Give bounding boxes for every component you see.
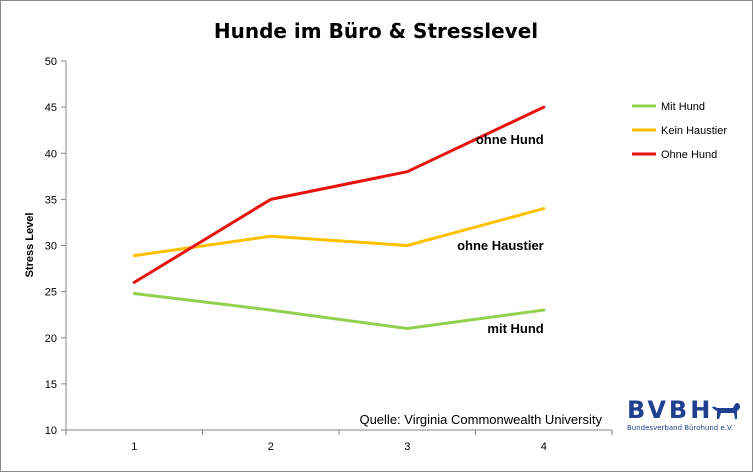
logo-wordmark: BVBH	[627, 396, 714, 424]
y-axis-label: Stress Level	[24, 213, 36, 278]
logo-subtitle: Bundesverband Bürohund e.V.	[627, 424, 734, 432]
source-note: Quelle: Virginia Commonwealth University	[359, 412, 602, 427]
y-tick-label: 10	[45, 425, 57, 437]
x-tick-label: 3	[404, 441, 410, 453]
legend-entry: Kein Haustier	[661, 125, 727, 137]
annotation-label: ohne Hund	[476, 132, 544, 147]
y-tick-label: 35	[45, 194, 57, 206]
x-tick-label: 4	[541, 441, 547, 453]
series-line-mit-hund	[132, 291, 546, 331]
series-line-ohne-hund	[132, 105, 546, 284]
y-tick-label: 15	[45, 379, 57, 391]
dog-icon	[712, 403, 740, 419]
y-tick-label: 50	[45, 56, 57, 68]
series-line-kein-haustier	[132, 207, 546, 258]
y-tick-label: 40	[45, 148, 57, 160]
legend-entry: Ohne Hund	[661, 149, 717, 161]
annotation-label: ohne Haustier	[457, 238, 544, 253]
y-tick-label: 30	[45, 241, 57, 253]
legend-entry: Mit Hund	[661, 101, 705, 113]
chart-title: Hunde im Büro & Stresslevel	[214, 19, 538, 43]
y-tick-label: 45	[45, 102, 57, 114]
x-tick-label: 1	[131, 441, 137, 453]
y-tick-label: 20	[45, 333, 57, 345]
annotation-label: mit Hund	[487, 321, 543, 336]
bvbh-logo: BVBH Bundesverband Bürohund e.V.	[626, 397, 744, 437]
x-tick-label: 2	[268, 441, 274, 453]
y-tick-label: 25	[45, 287, 57, 299]
